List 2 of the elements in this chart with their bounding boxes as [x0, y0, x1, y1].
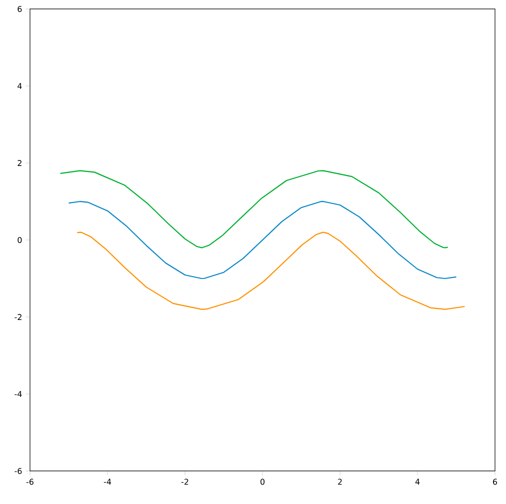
line-series: [60, 170, 448, 248]
line-series: [76, 232, 466, 310]
